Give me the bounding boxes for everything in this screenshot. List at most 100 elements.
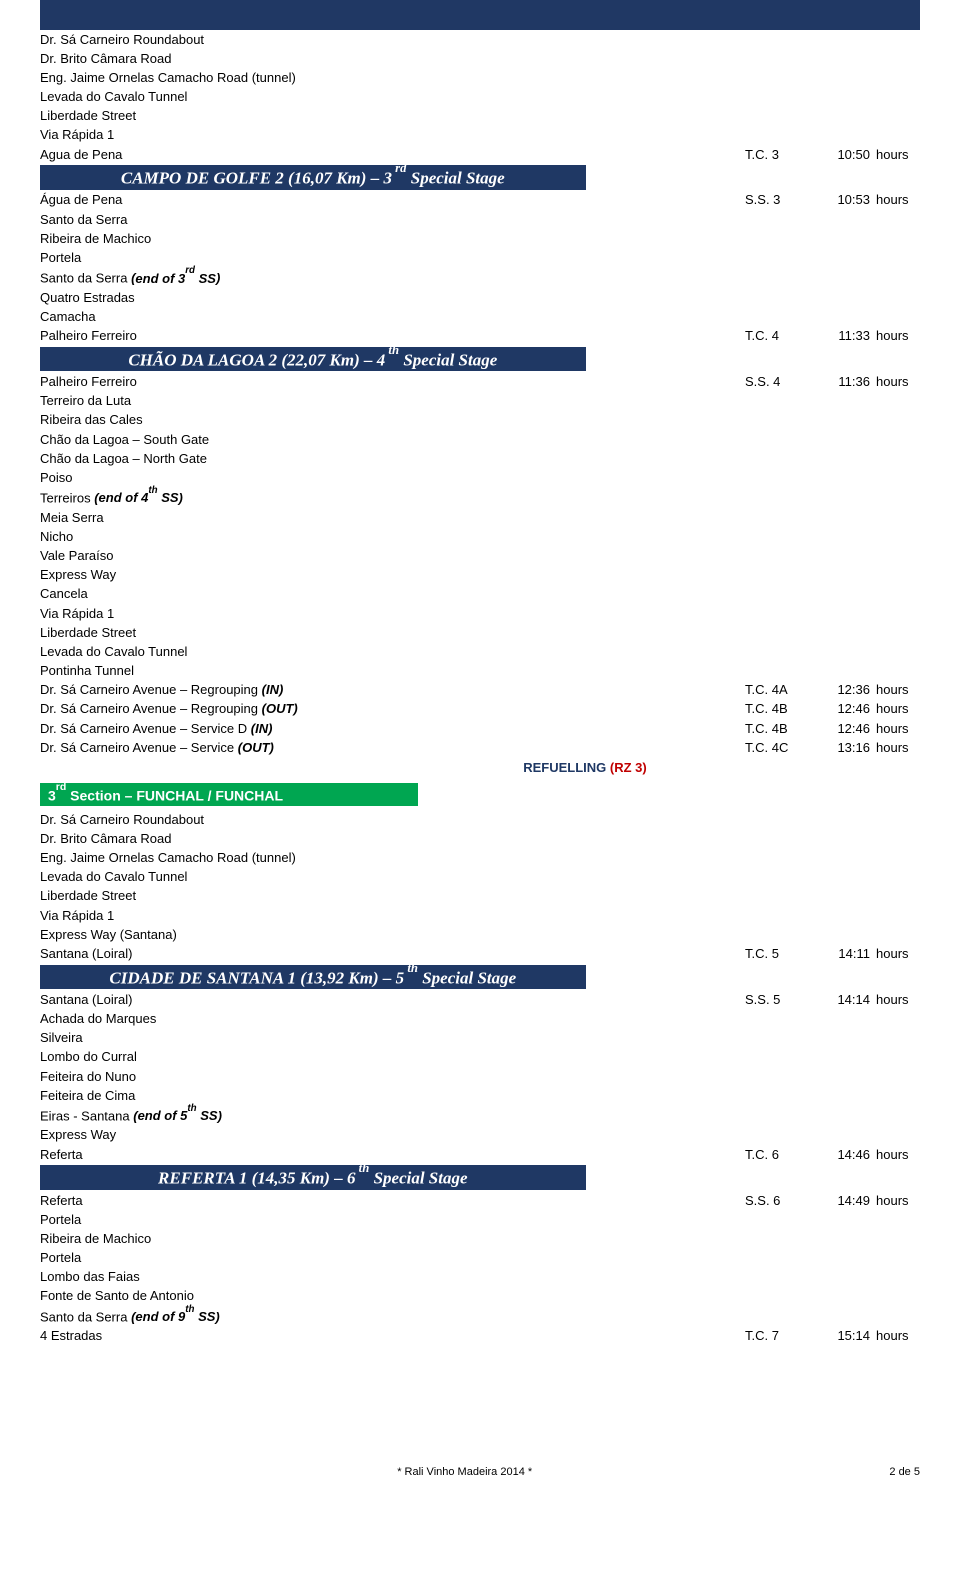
refuelling-label: REFUELLING (RZ 3) (40, 760, 920, 775)
location: Dr. Sá Carneiro Avenue – Service (OUT) (40, 739, 745, 757)
route-block-5: Santana (Loiral) S.S. 5 14:14 hours Acha… (40, 990, 920, 1164)
tc-time: 14:11 (815, 945, 870, 963)
location: Referta (40, 1192, 745, 1210)
section-3-band: 3rd Section – FUNCHAL / FUNCHAL (40, 783, 418, 807)
tc-time: 12:46 (815, 720, 870, 738)
special-stage-row: Água de Pena S.S. 3 10:53 hours (40, 191, 920, 210)
location: Água de Pena (40, 191, 745, 209)
route-line: Express Way (Santana) (40, 926, 920, 944)
route-line: Terreiro da Luta (40, 392, 920, 410)
ss-time: 14:14 (815, 991, 870, 1009)
tc-time: 12:46 (815, 700, 870, 718)
end-of-ss-line: Terreiros (end of 4th SS) (40, 488, 920, 508)
location: Santana (Loiral) (40, 991, 745, 1009)
route-line: Levada do Cavalo Tunnel (40, 643, 920, 661)
ss-time: 11:36 (815, 373, 870, 391)
hours-label: hours (870, 720, 920, 738)
route-line: Cancela (40, 585, 920, 603)
route-line: Silveira (40, 1029, 920, 1047)
tc-code: T.C. 3 (745, 146, 815, 164)
route-line: Ribeira das Cales (40, 411, 920, 429)
route-line: Poiso (40, 469, 920, 487)
route-line: Santo da Serra (40, 211, 920, 229)
tc-time: 13:16 (815, 739, 870, 757)
route-line: Dr. Sá Carneiro Roundabout (40, 31, 920, 49)
route-line: Levada do Cavalo Tunnel (40, 88, 920, 106)
route-line: Via Rápida 1 (40, 907, 920, 925)
route-line: Ribeira de Machico (40, 1230, 920, 1248)
time-control-row: Dr. Sá Carneiro Avenue – Regrouping (IN)… (40, 681, 920, 700)
hours-label: hours (870, 700, 920, 718)
hours-label: hours (870, 1146, 920, 1164)
route-line: Portela (40, 1249, 920, 1267)
route-line: Vale Paraíso (40, 547, 920, 565)
route-line: Meia Serra (40, 509, 920, 527)
route-line: Via Rápida 1 (40, 126, 920, 144)
hours-label: hours (870, 146, 920, 164)
hours-label: hours (870, 681, 920, 699)
route-line: Fonte de Santo de Antonio (40, 1287, 920, 1305)
time-control-row: Palheiro Ferreiro T.C. 4 11:33 hours (40, 327, 920, 346)
route-line: Via Rápida 1 (40, 605, 920, 623)
ss-time: 14:49 (815, 1192, 870, 1210)
time-control-row: 4 Estradas T.C. 7 15:14 hours (40, 1327, 920, 1346)
route-line: Eng. Jaime Ornelas Camacho Road (tunnel) (40, 69, 920, 87)
route-line: Liberdade Street (40, 624, 920, 642)
tc-code: T.C. 4 (745, 327, 815, 345)
ss-code: S.S. 5 (745, 991, 815, 1009)
location: Dr. Sá Carneiro Avenue – Regrouping (IN) (40, 681, 745, 699)
route-line: Ribeira de Machico (40, 230, 920, 248)
hours-label: hours (870, 373, 920, 391)
location: Palheiro Ferreiro (40, 373, 745, 391)
route-line: Lombo do Curral (40, 1048, 920, 1066)
time-control-row: Agua de Pena T.C. 3 10:50 hours (40, 145, 920, 164)
route-line: Pontinha Tunnel (40, 662, 920, 680)
end-of-ss-line: Eiras - Santana (end of 5th SS) (40, 1106, 920, 1126)
time-control-row: Referta T.C. 6 14:46 hours (40, 1145, 920, 1164)
route-block-3: Palheiro Ferreiro S.S. 4 11:36 hours Ter… (40, 372, 920, 757)
special-stage-row: Santana (Loiral) S.S. 5 14:14 hours (40, 990, 920, 1009)
location: Dr. Sá Carneiro Avenue – Regrouping (OUT… (40, 700, 745, 718)
end-of-ss-line: Santo da Serra (end of 3rd SS) (40, 268, 920, 288)
hours-label: hours (870, 1192, 920, 1210)
ss-code: S.S. 4 (745, 373, 815, 391)
time-control-row: Dr. Sá Carneiro Avenue – Regrouping (OUT… (40, 700, 920, 719)
tc-code: T.C. 6 (745, 1146, 815, 1164)
ss-code: S.S. 3 (745, 191, 815, 209)
ss-code: S.S. 6 (745, 1192, 815, 1210)
route-line: Chão da Lagoa – North Gate (40, 450, 920, 468)
route-line: Dr. Sá Carneiro Roundabout (40, 811, 920, 829)
tc-code: T.C. 4B (745, 720, 815, 738)
footer-page: 2 de 5 (889, 1466, 920, 1478)
tc-code: T.C. 4B (745, 700, 815, 718)
route-block-2: Água de Pena S.S. 3 10:53 hours Santo da… (40, 191, 920, 346)
special-stage-band-6: REFERTA 1 (14,35 Km) – 6 th Special Stag… (40, 1165, 586, 1190)
tc-time: 14:46 (815, 1146, 870, 1164)
special-stage-band-4: CHÃO DA LAGOA 2 (22,07 Km) – 4 th Specia… (40, 347, 586, 372)
location: Dr. Sá Carneiro Avenue – Service D (IN) (40, 720, 745, 738)
hours-label: hours (870, 327, 920, 345)
route-line: Feiteira do Nuno (40, 1068, 920, 1086)
special-stage-row: Referta S.S. 6 14:49 hours (40, 1191, 920, 1210)
ss-time: 10:53 (815, 191, 870, 209)
tc-code: T.C. 7 (745, 1327, 815, 1345)
top-blue-band (40, 0, 920, 30)
hours-label: hours (870, 1327, 920, 1345)
route-line: Achada do Marques (40, 1010, 920, 1028)
route-line: Feiteira de Cima (40, 1087, 920, 1105)
route-line: Express Way (40, 566, 920, 584)
end-of-ss-line: Santo da Serra (end of 9th SS) (40, 1307, 920, 1327)
tc-time: 15:14 (815, 1327, 870, 1345)
route-line: Chão da Lagoa – South Gate (40, 431, 920, 449)
time-control-row: Santana (Loiral) T.C. 5 14:11 hours (40, 945, 920, 964)
route-block-6: Referta S.S. 6 14:49 hours Portela Ribei… (40, 1191, 920, 1346)
location: Referta (40, 1146, 745, 1164)
tc-code: T.C. 4A (745, 681, 815, 699)
route-line: Camacha (40, 308, 920, 326)
route-line: Quatro Estradas (40, 289, 920, 307)
page-footer: * Rali Vinho Madeira 2014 * 2 de 5 (0, 1466, 960, 1488)
route-line: Levada do Cavalo Tunnel (40, 868, 920, 886)
tc-time: 12:36 (815, 681, 870, 699)
route-line: Dr. Brito Câmara Road (40, 830, 920, 848)
special-stage-band-5: CIDADE DE SANTANA 1 (13,92 Km) – 5 th Sp… (40, 965, 586, 990)
